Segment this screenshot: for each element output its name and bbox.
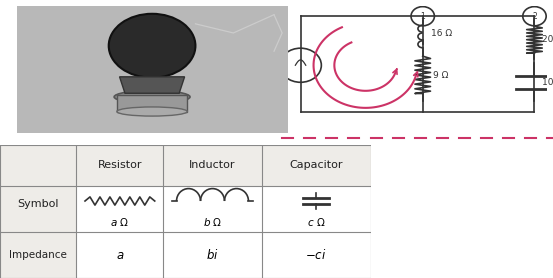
Text: $a$: $a$	[116, 249, 124, 262]
Text: Capacitor: Capacitor	[289, 160, 343, 170]
Text: $b$ Ω: $b$ Ω	[203, 215, 222, 228]
Text: Inductor: Inductor	[189, 160, 236, 170]
Text: Symbol: Symbol	[17, 199, 59, 209]
Text: $-ci$: $-ci$	[305, 249, 327, 262]
Text: 16 Ω: 16 Ω	[431, 29, 452, 38]
Text: $c$ Ω: $c$ Ω	[307, 215, 325, 228]
Ellipse shape	[117, 107, 187, 116]
Text: $bi$: $bi$	[206, 249, 219, 262]
Text: $a$ Ω: $a$ Ω	[111, 215, 129, 228]
Text: Impedance: Impedance	[9, 250, 67, 260]
Bar	[117, 95, 187, 111]
Text: 9 Ω: 9 Ω	[433, 71, 448, 80]
Text: Resistor: Resistor	[98, 160, 142, 170]
Bar	[0, 145, 371, 186]
Text: 2: 2	[532, 12, 537, 21]
Text: 20 Ω: 20 Ω	[542, 35, 553, 44]
Text: 1: 1	[420, 12, 425, 21]
Polygon shape	[119, 77, 185, 93]
Ellipse shape	[114, 91, 190, 103]
Bar	[0, 186, 76, 232]
Text: 10 Ω: 10 Ω	[542, 78, 553, 87]
Bar	[0, 232, 76, 278]
Ellipse shape	[109, 14, 195, 78]
